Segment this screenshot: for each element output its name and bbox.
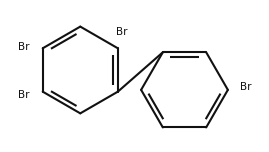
Text: Br: Br bbox=[116, 28, 127, 37]
Text: Br: Br bbox=[240, 82, 252, 92]
Text: Br: Br bbox=[18, 42, 30, 52]
Text: Br: Br bbox=[18, 90, 30, 100]
